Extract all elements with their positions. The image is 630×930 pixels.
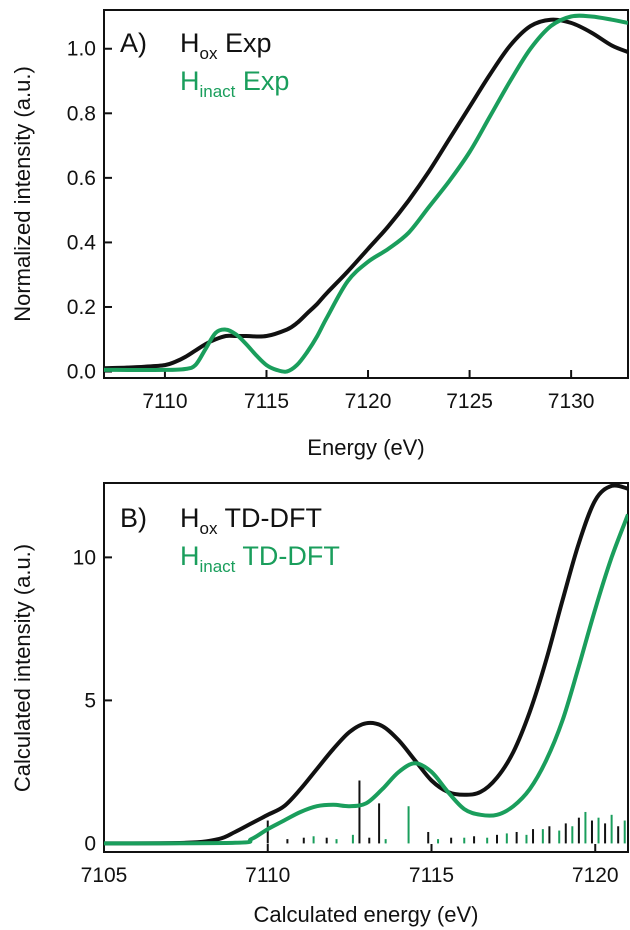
panel-b-xtick-label: 7120 xyxy=(572,864,619,887)
panel-a-xtick-label: 7130 xyxy=(548,390,595,413)
panel-a-legend-entry: Hinact Exp xyxy=(180,66,289,101)
panel-a-ytick-label: 0.4 xyxy=(67,231,97,254)
panel-b-ticks: 7105 7110 7115 7120 0 5 10 xyxy=(73,546,619,887)
panel-a-xtick-label: 7120 xyxy=(345,390,392,413)
panel-a-ytick-label: 0.2 xyxy=(67,296,96,319)
panel-a-ylabel: Normalized intensity (a.u.) xyxy=(10,66,35,322)
panel-b-xtick-label: 7105 xyxy=(81,864,128,887)
panel-b-series-line-1 xyxy=(104,483,628,846)
panel-b-label: B) xyxy=(120,503,147,533)
panel-a-frame xyxy=(103,9,629,379)
panel-b-ytick-label: 10 xyxy=(73,546,96,569)
panel-b-ytick-label: 5 xyxy=(84,689,96,712)
panel-b-sticks xyxy=(266,780,626,844)
panel-a-ticks: 7110 7115 7120 7125 7130 0.0 0.2 0.4 0.6 0.8 1.0 xyxy=(67,38,595,413)
panel-a-series-line-2 xyxy=(104,13,628,374)
panel-b-xlabel: Calculated energy (eV) xyxy=(253,902,478,927)
panel-a-xtick-label: 7125 xyxy=(446,390,493,413)
panel-b-series xyxy=(104,483,628,846)
panel-a-xtick-label: 7110 xyxy=(142,390,187,413)
panel-a-ytick-label: 0.0 xyxy=(67,361,96,384)
panel-b: 7105 7110 7115 7120 0 5 10 B) Hox TD-DFTHinact… xyxy=(10,482,629,927)
panel-b-xtick-label: 7110 xyxy=(245,864,290,887)
panel-a-ytick-label: 0.6 xyxy=(67,167,96,190)
panel-b-frame xyxy=(103,482,629,853)
panel-a-legend-entry: Hox Exp xyxy=(180,28,272,63)
panel-a-ytick-label: 1.0 xyxy=(67,38,96,61)
panel-b-series-line-2 xyxy=(104,513,628,846)
panel-b-ylabel: Calculated intensity (a.u.) xyxy=(10,544,35,792)
panel-b-ytick-label: 0 xyxy=(84,832,96,855)
panel-a-ytick-label: 0.8 xyxy=(67,102,96,125)
panel-b-legend-entry: Hinact TD-DFT xyxy=(180,541,340,576)
panel-a-series-line-1 xyxy=(104,17,628,371)
panel-a-xtick-label: 7115 xyxy=(244,390,289,413)
panel-a-series xyxy=(104,13,628,374)
panel-b-xtick-label: 7115 xyxy=(409,864,454,887)
panel-a-xlabel: Energy (eV) xyxy=(307,435,424,460)
panel-a: 7110 7115 7120 7125 7130 0.0 0.2 0.4 0.6 0.8 1.0 A… xyxy=(10,9,629,460)
panel-b-legend-entry: Hox TD-DFT xyxy=(180,503,322,538)
panel-a-label: A) xyxy=(120,28,147,58)
